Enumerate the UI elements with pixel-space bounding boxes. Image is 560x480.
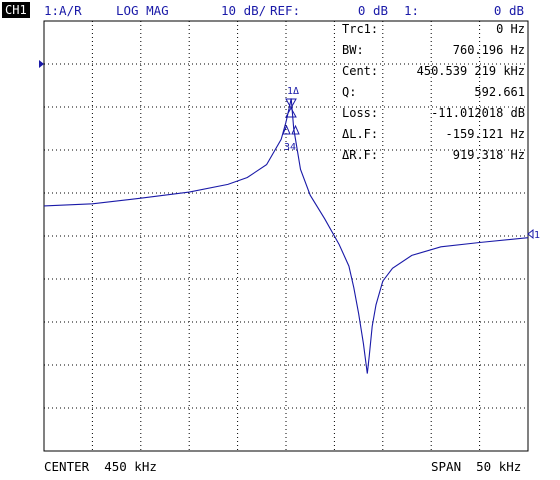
scale-label[interactable]: 10 dB/ <box>221 3 267 18</box>
marker-readout-label: ΔL.F: <box>342 127 379 141</box>
grid-lines <box>44 21 528 451</box>
trace-parameter[interactable]: 1:A/R <box>44 3 82 18</box>
ref-level-arrow-icon[interactable] <box>39 60 44 68</box>
marker-readout-value: -11.012018 dB <box>431 106 525 120</box>
marker-readout-value: 450.539 219 kHz <box>416 64 525 78</box>
marker-readout-value: 760.196 Hz <box>452 43 525 57</box>
marker-value: 0 dB <box>493 3 524 18</box>
channel-badge[interactable]: CH1 <box>2 2 30 18</box>
marker-readout-value: -159.121 Hz <box>445 127 525 141</box>
marker-top-label: 1Δ <box>287 86 299 97</box>
marker-triangle-icon <box>285 98 297 110</box>
span-frequency[interactable]: SPAN 50 kHz <box>431 459 522 474</box>
right-marker-label: 1 <box>534 230 540 241</box>
marker-readout-label: Cent: <box>342 64 379 78</box>
center-frequency[interactable]: CENTER 450 kHz <box>44 459 157 474</box>
marker-bottom-label: 34 <box>284 142 296 153</box>
marker-cluster[interactable]: 1Δ 34 <box>282 86 300 153</box>
marker-triangle-icon <box>291 124 300 135</box>
marker-readout-label: Trc1: <box>342 22 379 36</box>
trace-line <box>43 98 529 374</box>
marker-triangle-icon <box>282 124 291 135</box>
plot-border <box>43 20 529 452</box>
marker-readout-label: Q: <box>342 85 357 99</box>
format-label[interactable]: LOG MAG <box>116 3 169 18</box>
marker-index: 1: <box>404 3 420 18</box>
ref-label: REF: <box>270 3 301 18</box>
marker-readout-label: BW: <box>342 43 364 57</box>
marker-readout-value: 592.661 <box>474 85 525 99</box>
marker-readout-value: 0 Hz <box>496 22 525 36</box>
marker-readout-label: Loss: <box>342 106 379 120</box>
right-marker-icon[interactable] <box>527 228 534 240</box>
marker-readout-value: 919.318 Hz <box>452 148 525 162</box>
ref-value[interactable]: 0 dB <box>357 3 388 18</box>
marker-triangle-icon <box>285 106 297 118</box>
marker-readout-label: ΔR.F: <box>342 148 379 162</box>
